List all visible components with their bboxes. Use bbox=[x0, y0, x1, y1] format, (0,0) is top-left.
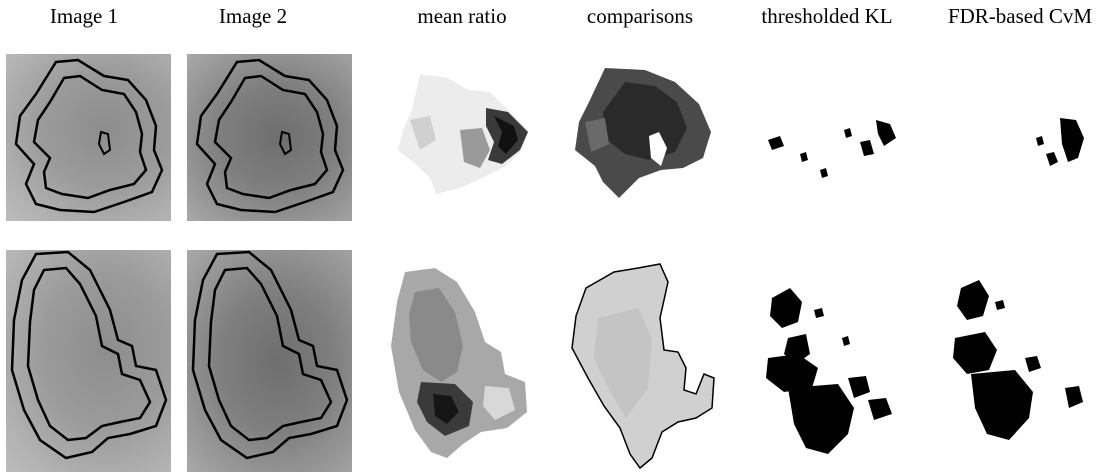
row2-mean-ratio-map bbox=[385, 262, 535, 467]
row2-fdr-cvm-map bbox=[945, 258, 1095, 470]
row2-comparisons-map bbox=[568, 258, 718, 470]
row1-comparisons-texture bbox=[575, 68, 711, 198]
row2-thresholded-kl-map bbox=[758, 258, 908, 470]
row2-image2 bbox=[187, 250, 352, 472]
row2-image2-contours bbox=[191, 250, 349, 460]
row1-fdr-cvm-map bbox=[950, 78, 1095, 193]
row1-image2 bbox=[187, 54, 352, 221]
column-title-image2: Image 2 bbox=[218, 4, 288, 28]
row2-mean-ratio-texture bbox=[391, 268, 527, 458]
row1-thresholded-kl-map bbox=[760, 80, 905, 195]
row1-thresholded-kl-texture bbox=[768, 120, 896, 178]
row2-comparisons-texture bbox=[571, 263, 715, 470]
column-title-thresholded-kl: thresholded KL bbox=[761, 4, 893, 28]
row1-comparisons-map bbox=[565, 62, 715, 202]
row1-image1-contours bbox=[14, 58, 164, 214]
column-title-image1: Image 1 bbox=[49, 4, 119, 28]
row1-fdr-cvm-texture bbox=[1036, 118, 1084, 166]
row2-fdr-cvm-texture bbox=[953, 280, 1083, 440]
row1-mean-ratio-map bbox=[390, 70, 535, 200]
row1-image1 bbox=[6, 54, 171, 221]
row1-image2-contours bbox=[195, 58, 345, 214]
row2-image1-contours bbox=[10, 250, 168, 460]
row2-thresholded-kl-texture bbox=[766, 288, 892, 454]
row1-mean-ratio-texture bbox=[398, 74, 528, 194]
column-title-comparisons: comparisons bbox=[586, 4, 694, 28]
column-title-fdr-cvm: FDR-based CvM bbox=[947, 4, 1093, 28]
row2-image1 bbox=[6, 250, 171, 472]
column-title-mean-ratio: mean ratio bbox=[417, 4, 507, 28]
